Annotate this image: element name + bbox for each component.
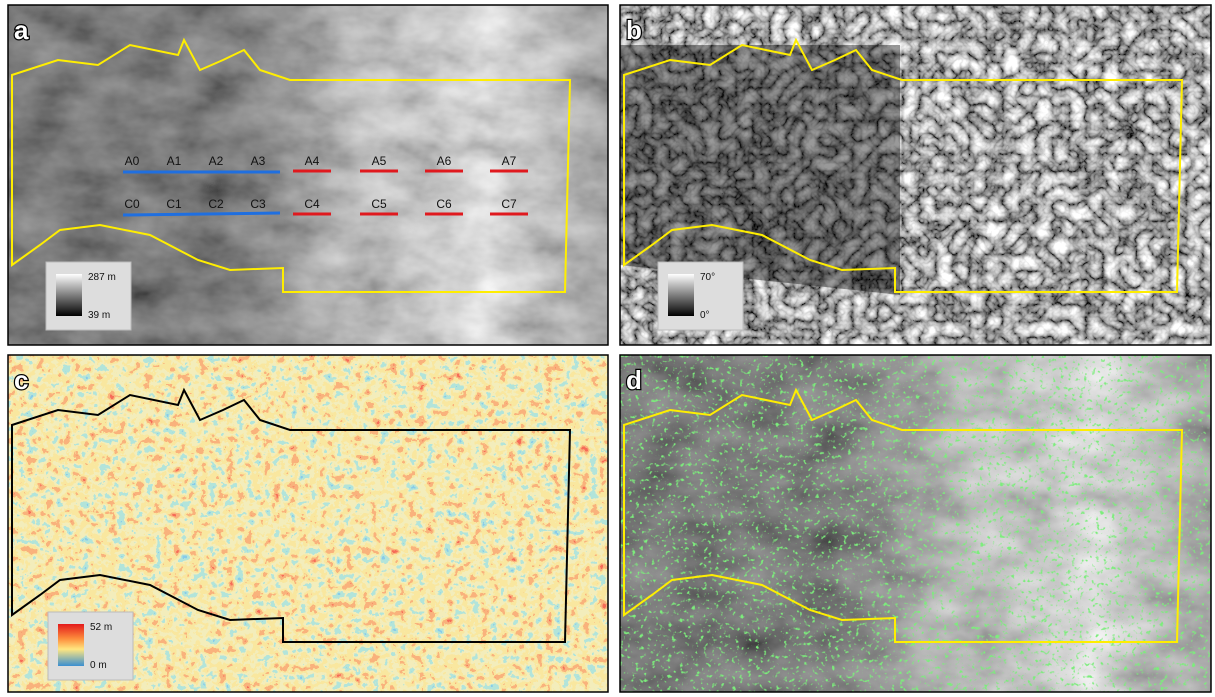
panel-label: d [626,365,642,395]
panel-label: c [14,365,28,395]
transect-label: A4 [305,154,320,168]
legend-ramp [58,624,84,666]
map-panel: a 287 m 39 m [8,5,608,345]
legend-max: 52 m [90,622,112,633]
transect-label: A0 [125,154,140,168]
legend-max: 287 m [88,272,116,283]
transect-label: C2 [208,197,224,211]
legend-min: 39 m [88,310,110,321]
map-panel: d [620,355,1211,692]
shade [620,45,900,295]
transect-label: A3 [251,154,266,168]
transect-label: A6 [437,154,452,168]
legend-min: 0° [700,310,710,321]
transect-label: A2 [209,154,224,168]
legend-ramp [668,274,694,316]
map-panel: b 70° 0° [620,5,1211,345]
panel-label: b [626,15,642,45]
legend-min: 0 m [90,660,107,671]
legend-max: 70° [700,272,715,283]
transect-label: C7 [501,197,517,211]
legend-ramp [56,274,82,316]
panel-label: a [14,15,29,45]
transect-label: C4 [304,197,320,211]
transect-label: C0 [124,197,140,211]
figure: a 287 m 39 m b 70° 0° c 52 m 0 m d A0 A1 A2 A3 A4 A5 A6 A… [0,0,1215,697]
transect-label: C5 [371,197,387,211]
transect-label: A1 [167,154,182,168]
transect-line [123,213,280,215]
transect-label: A7 [502,154,517,168]
map-panel: c 52 m 0 m [8,355,608,692]
transect-label: C6 [436,197,452,211]
transect-label: C3 [250,197,266,211]
transect-label: A5 [372,154,387,168]
transect-label: C1 [166,197,182,211]
